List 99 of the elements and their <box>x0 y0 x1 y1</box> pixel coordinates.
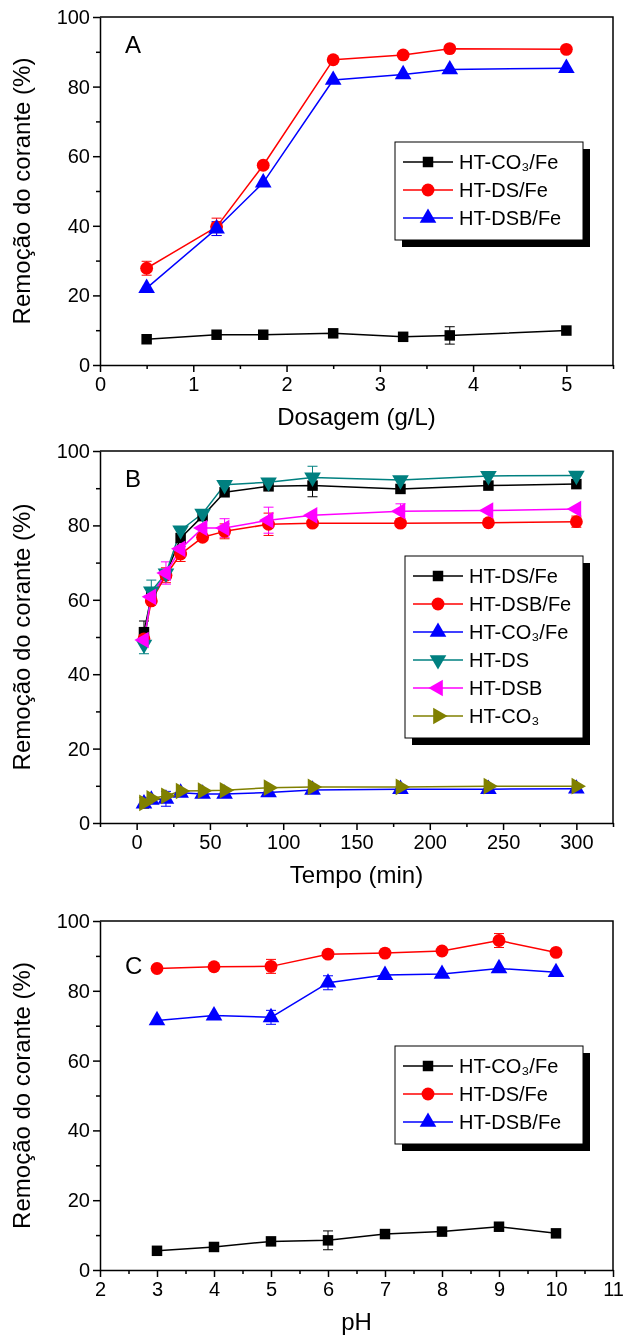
point <box>256 158 270 172</box>
x-tick-label: 2 <box>94 1278 107 1301</box>
x-tick-label: 5 <box>265 1278 278 1301</box>
y-tick-label: 60 <box>67 588 90 611</box>
x-tick-label: 3 <box>151 1278 164 1301</box>
legend-label: HT-DSB/Fe <box>459 207 562 229</box>
y-tick-label: 40 <box>67 1119 90 1142</box>
x-tick-label: 4 <box>468 373 480 396</box>
point <box>443 42 457 56</box>
point <box>207 960 221 974</box>
x-tick-label: 0 <box>131 831 143 854</box>
y-tick-label: 100 <box>56 439 90 462</box>
x-axis-title: Dosagem (g/L) <box>277 403 436 430</box>
point <box>397 331 409 343</box>
y-tick-label: 20 <box>67 1189 90 1212</box>
legend-label: HT-DSB/Fe <box>469 593 572 615</box>
y-tick-label: 80 <box>67 979 90 1002</box>
point <box>396 48 410 62</box>
y-tick-label: 80 <box>67 75 90 98</box>
legend-label: HT-DS <box>469 649 529 671</box>
point <box>490 958 508 974</box>
legend-label: HT-CO₃/Fe <box>459 1055 559 1077</box>
point <box>561 325 572 336</box>
y-tick-label: 20 <box>67 284 90 307</box>
point <box>208 1241 220 1253</box>
point <box>378 946 392 960</box>
point <box>321 947 335 961</box>
point <box>559 42 573 56</box>
point <box>257 329 269 340</box>
y-axis-title: Remoção do corante (%) <box>8 57 35 325</box>
x-tick-label: 50 <box>199 831 222 854</box>
y-tick-label: 60 <box>67 1049 90 1072</box>
y-tick-label: 0 <box>78 353 90 376</box>
point <box>549 945 563 959</box>
point <box>211 329 222 340</box>
x-tick-label: 150 <box>340 831 374 854</box>
point <box>322 1235 334 1246</box>
x-tick-label: 4 <box>208 1278 221 1301</box>
legend-label: HT-DSB/Fe <box>459 1111 562 1133</box>
point <box>265 1236 277 1247</box>
x-tick-label: 300 <box>560 831 594 854</box>
y-tick-label: 40 <box>67 663 90 686</box>
point <box>550 1228 562 1239</box>
point <box>326 53 340 67</box>
y-tick-label: 100 <box>56 909 90 932</box>
x-tick-label: 100 <box>267 831 301 854</box>
point <box>394 64 412 80</box>
point <box>327 328 339 339</box>
x-tick-label: 1 <box>188 373 200 396</box>
point <box>151 1245 163 1257</box>
x-tick-label: 3 <box>374 373 386 396</box>
point <box>444 330 456 341</box>
x-tick-label: 9 <box>493 1278 506 1301</box>
x-tick-label: 7 <box>379 1278 392 1301</box>
y-tick-label: 0 <box>78 811 90 834</box>
y-axis-title: Remoção do corante (%) <box>8 503 35 771</box>
legend-label: HT-DS/Fe <box>469 565 558 587</box>
point <box>254 173 272 188</box>
y-tick-label: 20 <box>67 737 90 760</box>
x-tick-label: 10 <box>545 1278 568 1301</box>
point <box>148 1010 166 1026</box>
legend-label: HT-CO₃ <box>469 705 540 727</box>
point <box>547 962 565 978</box>
point <box>376 965 394 980</box>
point <box>150 962 164 975</box>
point <box>141 334 152 345</box>
point <box>493 1221 505 1232</box>
point <box>205 1005 223 1021</box>
y-tick-label: 0 <box>78 1258 90 1281</box>
x-tick-label: 11 <box>603 1278 624 1301</box>
x-tick-label: 250 <box>486 831 521 854</box>
x-tick-label: 200 <box>413 831 447 854</box>
point <box>436 1226 448 1237</box>
x-tick-label: 5 <box>561 373 573 396</box>
x-tick-label: 2 <box>281 373 293 396</box>
x-tick-label: 0 <box>94 373 107 396</box>
point <box>379 1228 391 1240</box>
y-tick-label: 60 <box>67 145 90 168</box>
y-tick-label: 100 <box>56 5 90 28</box>
point <box>441 59 459 75</box>
legend-label: HT-CO₃/Fe <box>469 621 569 643</box>
annotation: C <box>125 952 143 980</box>
point <box>558 58 575 73</box>
y-tick-label: 40 <box>67 214 90 237</box>
point <box>324 70 342 85</box>
legend-label: HT-DS/Fe <box>459 179 548 201</box>
annotation: B <box>125 465 142 492</box>
y-tick-label: 80 <box>67 514 90 537</box>
point <box>435 944 449 958</box>
legend-label: HT-CO₃/Fe <box>459 151 559 173</box>
x-axis-title: pH <box>341 1308 372 1335</box>
point <box>433 964 451 979</box>
x-tick-label: 8 <box>436 1278 449 1301</box>
x-axis-title: Tempo (min) <box>289 861 424 888</box>
y-axis-title: Remoção do corante (%) <box>8 962 35 1229</box>
legend-label: HT-DS/Fe <box>459 1083 548 1105</box>
x-tick-label: 6 <box>322 1278 335 1301</box>
annotation: A <box>125 31 142 58</box>
legend-label: HT-DSB <box>469 677 543 699</box>
